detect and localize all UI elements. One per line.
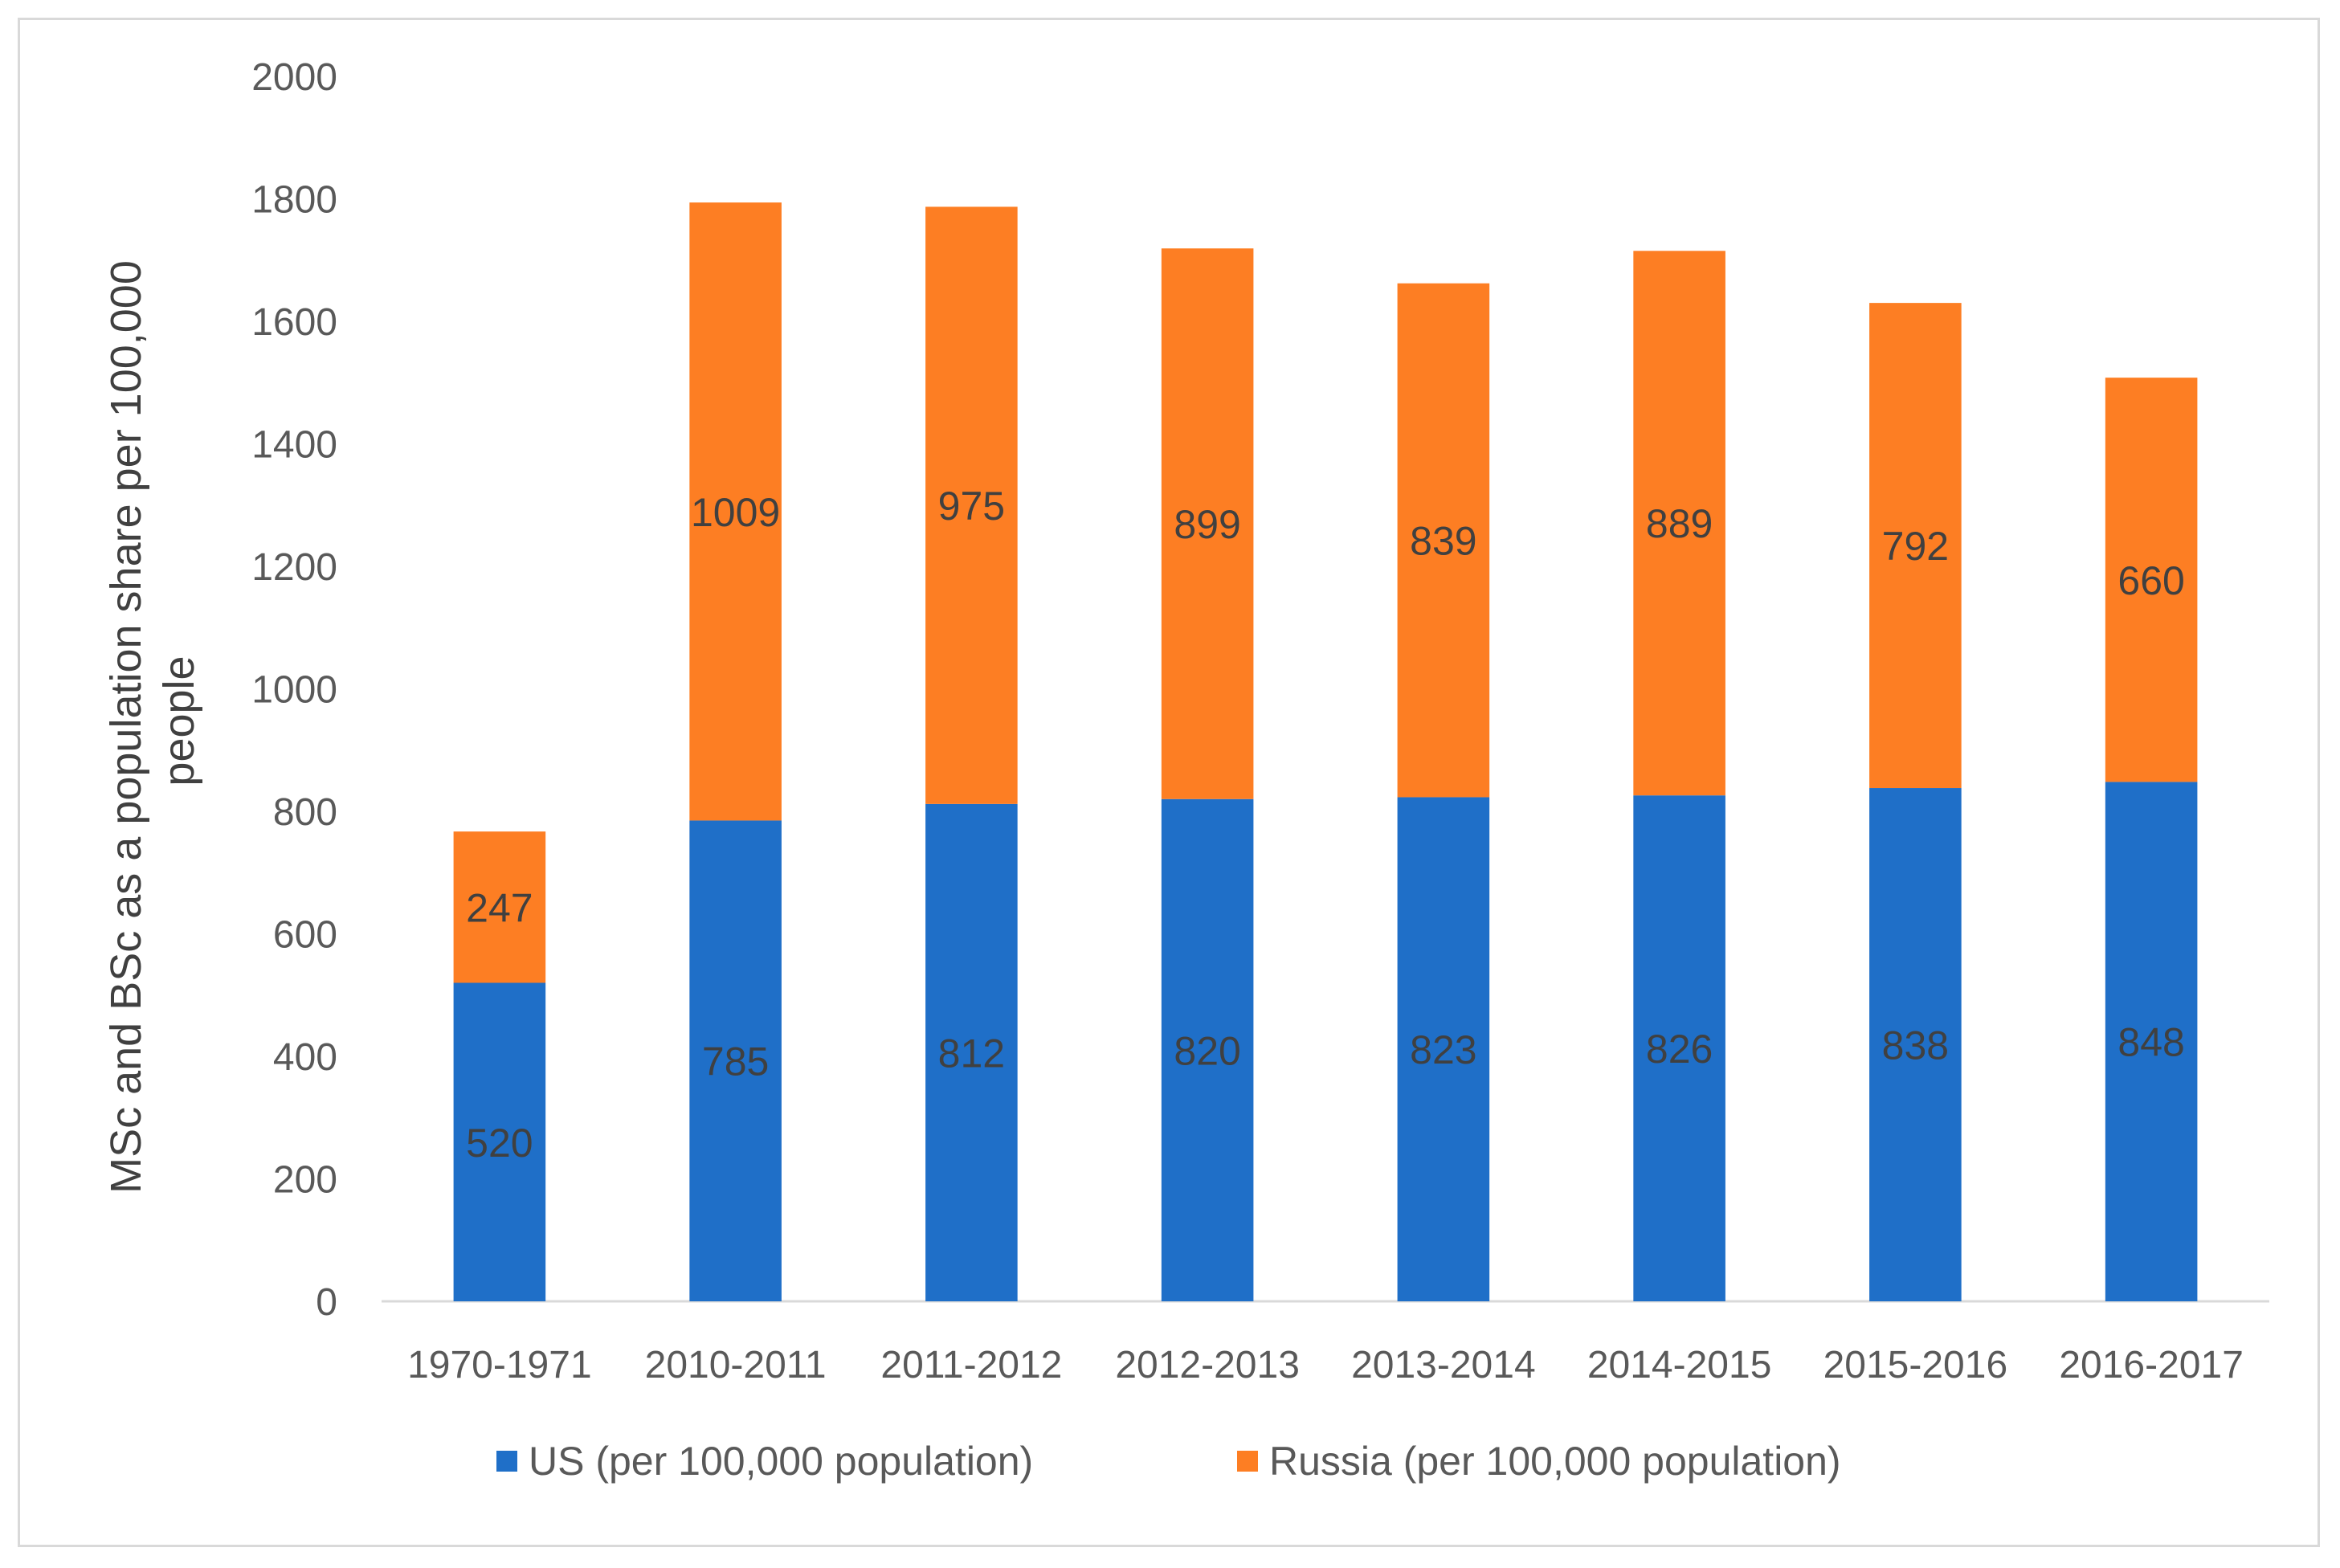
x-tick-label: 2011-2012: [880, 1344, 1062, 1386]
y-tick-label: 1200: [251, 546, 337, 589]
legend: US (per 100,000 population) Russia (per 1…: [496, 1439, 1841, 1484]
x-tick-label: 2010-2011: [645, 1344, 827, 1386]
data-label-russia-2014-2015: 889: [1646, 501, 1713, 546]
bar-us-2013-2014: [1397, 797, 1490, 1301]
bar-russia-2012-2013: [1161, 248, 1254, 799]
x-tick-label: 1970-1971: [407, 1344, 592, 1386]
bar-russia-2014-2015: [1633, 251, 1725, 796]
legend-swatch-us: [496, 1451, 517, 1472]
bars: [453, 202, 2198, 1301]
y-axis-title: MSc and BSc as a population share per 10…: [102, 248, 203, 1194]
y-tick-label: 400: [273, 1036, 337, 1079]
bar-russia-2013-2014: [1397, 283, 1490, 798]
x-tick-label: 2014-2015: [1587, 1344, 1772, 1386]
bar-us-2012-2013: [1161, 798, 1254, 1301]
data-label-us-2014-2015: 826: [1646, 1027, 1713, 1072]
data-label-russia-2016-2017: 660: [2117, 558, 2184, 603]
bar-us-1970-1971: [453, 982, 546, 1301]
bar-russia-2015-2016: [1869, 303, 1962, 789]
x-tick-label: 2016-2017: [2059, 1344, 2244, 1386]
bar-russia-2011-2012: [925, 206, 1018, 804]
bar-russia-2010-2011: [689, 202, 782, 821]
bar-russia-1970-1971: [453, 831, 546, 983]
data-label-russia-2011-2012: 975: [938, 484, 1005, 529]
data-label-us-2013-2014: 823: [1410, 1027, 1476, 1072]
x-axis-ticks: 1970-1971 2010-2011 2011-2012 2012-2013 2013…: [407, 1344, 2244, 1386]
bar-russia-2016-2017: [2105, 378, 2198, 782]
y-axis-ticks: 0 200 400 600 800 1000 1200 1400 1600 1800 2000: [251, 56, 337, 1324]
data-label-russia-1970-1971: 247: [466, 885, 533, 930]
data-label-russia-2013-2014: 839: [1410, 519, 1476, 564]
data-label-us-1970-1971: 520: [466, 1121, 533, 1166]
bar-us-2011-2012: [925, 803, 1018, 1301]
y-tick-label: 800: [273, 791, 337, 834]
y-tick-label: 0: [316, 1281, 337, 1324]
y-tick-label: 2000: [251, 56, 337, 99]
x-tick-label: 2015-2016: [1823, 1344, 2008, 1386]
y-axis-title-line-2: people: [155, 655, 203, 786]
bar-us-2016-2017: [2105, 782, 2198, 1301]
data-label-us-2015-2016: 838: [1882, 1023, 1949, 1068]
data-label-us-2011-2012: 812: [938, 1031, 1005, 1076]
legend-label-russia: Russia (per 100,000 population): [1269, 1439, 1841, 1484]
y-tick-label: 200: [273, 1159, 337, 1202]
data-label-us-2012-2013: 820: [1174, 1028, 1240, 1073]
data-label-russia-2012-2013: 899: [1174, 502, 1240, 547]
bar-us-2015-2016: [1869, 788, 1962, 1301]
legend-swatch-russia: [1237, 1451, 1258, 1472]
y-tick-label: 1800: [251, 179, 337, 222]
bar-us-2014-2015: [1633, 795, 1725, 1301]
data-label-us-2010-2011: 785: [702, 1039, 769, 1084]
x-tick-label: 2012-2013: [1115, 1344, 1300, 1386]
y-axis-title-line-1: MSc and BSc as a population share per 10…: [102, 260, 150, 1194]
x-tick-label: 2013-2014: [1351, 1344, 1536, 1386]
y-tick-label: 1400: [251, 424, 337, 467]
data-label-us-2016-2017: 848: [2117, 1020, 2184, 1065]
data-label-russia-2010-2011: 1009: [691, 490, 780, 535]
legend-label-us: US (per 100,000 population): [529, 1439, 1033, 1484]
bar-us-2010-2011: [689, 820, 782, 1301]
data-label-russia-2015-2016: 792: [1882, 524, 1949, 569]
y-tick-label: 1000: [251, 669, 337, 712]
y-tick-label: 1600: [251, 301, 337, 344]
y-tick-label: 600: [273, 914, 337, 957]
data-labels: 520 247 785 1009 812 975 820 899 823 839 826 889 838…: [466, 484, 2185, 1166]
